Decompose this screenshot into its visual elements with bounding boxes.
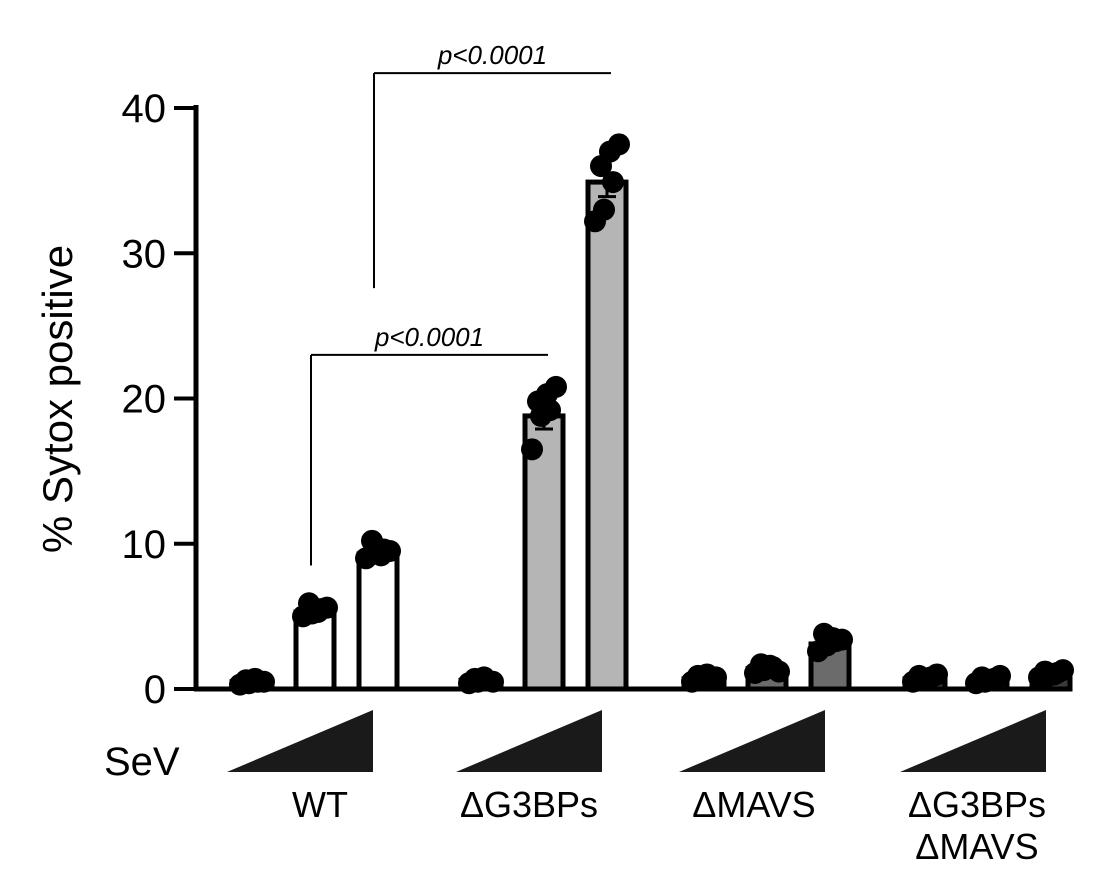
bars bbox=[229, 167, 1073, 692]
point--mavs-dose-1-6 bbox=[705, 666, 727, 689]
group-labels: WT ΔG3BPs ΔMAVS ΔG3BPs ΔMAVS bbox=[292, 784, 1046, 867]
point-wt-dose-3-6 bbox=[379, 540, 401, 563]
significance-brackets: p<0.0001 p<0.0001 bbox=[310, 40, 611, 566]
group-label--g3bps: ΔG3BPs bbox=[460, 784, 598, 825]
point--g3bps-mavs-dose-3-6 bbox=[1052, 659, 1074, 682]
data-points bbox=[229, 133, 1074, 696]
point--g3bps-dose-2-6 bbox=[545, 375, 567, 398]
sev-wedge--mavs bbox=[679, 710, 825, 772]
sev-treatment-label: SeV bbox=[104, 740, 180, 784]
point--g3bps-mavs-dose-2-6 bbox=[989, 664, 1011, 687]
group-label--g3bps-mavs: ΔG3BPs ΔMAVS bbox=[908, 784, 1046, 867]
bar--g3bps-dose-3 bbox=[585, 179, 629, 692]
group-label--mavs: ΔMAVS bbox=[692, 784, 815, 825]
group-label-line-1: ΔG3BPs bbox=[908, 784, 1046, 825]
point--g3bps-dose-1-6 bbox=[482, 670, 504, 693]
y-ticks: 0 10 20 30 40 bbox=[122, 87, 196, 712]
group-label-line-1: WT bbox=[292, 784, 348, 825]
point-wt-dose-2-6 bbox=[316, 596, 338, 619]
y-tick-label-20: 20 bbox=[122, 378, 167, 422]
sev-wedge--g3bps bbox=[456, 710, 602, 772]
bar-wt-dose-3 bbox=[356, 551, 400, 692]
point--mavs-dose-3-6 bbox=[831, 628, 853, 651]
group-label-wt: WT bbox=[292, 784, 348, 825]
y-tick-label-0: 0 bbox=[144, 668, 166, 712]
group-label-line-2: ΔMAVS bbox=[915, 826, 1038, 867]
dose-wedges bbox=[227, 710, 1046, 772]
point--g3bps-dose-2-1 bbox=[521, 438, 543, 461]
bar-wt-dose-2 bbox=[293, 609, 337, 692]
sig-label-1: p<0.0001 bbox=[374, 322, 484, 352]
y-tick-label-10: 10 bbox=[122, 523, 167, 567]
sig-label-2: p<0.0001 bbox=[437, 40, 547, 70]
point--g3bps-dose-3-3 bbox=[602, 171, 624, 194]
point--g3bps-dose-3-2 bbox=[593, 198, 615, 221]
sev-wedge-wt bbox=[227, 710, 373, 772]
point-wt-dose-1-6 bbox=[253, 670, 275, 693]
sev-wedge--g3bps-mavs bbox=[900, 710, 1046, 772]
group-label-line-1: ΔG3BPs bbox=[460, 784, 598, 825]
point--g3bps-dose-3-6 bbox=[608, 133, 630, 156]
y-axis-label: % Sytox positive bbox=[34, 245, 81, 553]
y-tick-label-40: 40 bbox=[122, 87, 167, 131]
y-tick-label-30: 30 bbox=[122, 232, 167, 276]
group-label-line-1: ΔMAVS bbox=[692, 784, 815, 825]
point--g3bps-mavs-dose-1-6 bbox=[926, 663, 948, 686]
point--mavs-dose-2-6 bbox=[768, 660, 790, 683]
